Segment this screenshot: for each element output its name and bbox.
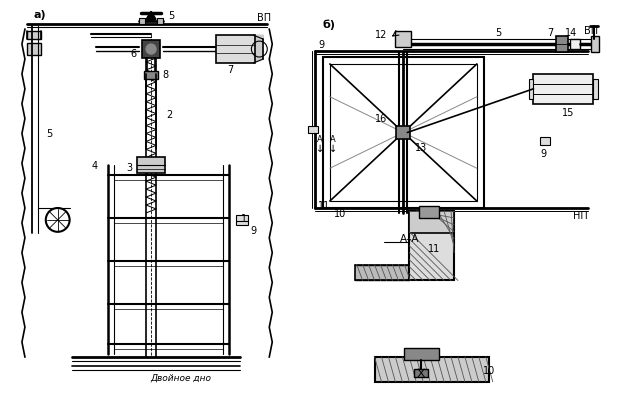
- Bar: [27, 32, 41, 40]
- Bar: [593, 80, 598, 100]
- Bar: [396, 126, 410, 140]
- Circle shape: [146, 45, 156, 55]
- Text: Двойное дно: Двойное дно: [150, 373, 211, 382]
- Text: НП: НП: [574, 211, 588, 221]
- Bar: [556, 37, 568, 53]
- Text: 5: 5: [168, 11, 174, 21]
- Text: 4: 4: [91, 161, 98, 171]
- Text: ВП: ВП: [584, 26, 598, 36]
- Text: 16: 16: [375, 113, 387, 123]
- Text: 2: 2: [166, 109, 172, 119]
- Text: А: А: [330, 135, 336, 144]
- Text: а): а): [34, 10, 46, 20]
- Text: 11: 11: [318, 201, 330, 211]
- Bar: [323, 58, 484, 209]
- Bar: [137, 158, 165, 174]
- Bar: [139, 19, 145, 25]
- Bar: [330, 65, 477, 202]
- Bar: [419, 206, 439, 218]
- Text: 6: 6: [130, 49, 136, 59]
- Text: 5: 5: [46, 129, 53, 139]
- Bar: [528, 80, 533, 100]
- Text: 9: 9: [250, 225, 256, 235]
- Bar: [157, 19, 163, 25]
- Text: 13: 13: [415, 143, 428, 153]
- Bar: [27, 44, 41, 56]
- Text: 11: 11: [428, 243, 440, 253]
- Bar: [591, 37, 599, 53]
- Text: 10: 10: [334, 209, 346, 218]
- Text: 9: 9: [540, 149, 546, 159]
- Bar: [142, 41, 160, 59]
- Bar: [540, 138, 551, 146]
- Text: 1: 1: [242, 214, 247, 223]
- Text: 7: 7: [227, 65, 234, 75]
- Bar: [355, 265, 409, 281]
- Bar: [144, 72, 158, 80]
- Bar: [414, 369, 428, 377]
- Bar: [396, 32, 412, 48]
- Text: ВП: ВП: [257, 13, 271, 23]
- Text: 7: 7: [548, 28, 554, 38]
- Bar: [409, 211, 454, 233]
- Text: ↓: ↓: [316, 144, 324, 154]
- Text: 15: 15: [562, 107, 575, 117]
- Polygon shape: [146, 12, 156, 22]
- Text: 12: 12: [375, 30, 387, 40]
- Text: А–А: А–А: [400, 233, 419, 243]
- Bar: [404, 348, 439, 360]
- Bar: [308, 126, 318, 134]
- Bar: [570, 40, 580, 50]
- Bar: [533, 75, 593, 104]
- Polygon shape: [253, 36, 263, 64]
- Text: ↓: ↓: [329, 144, 337, 154]
- Bar: [409, 211, 454, 281]
- Bar: [216, 36, 255, 64]
- Bar: [237, 216, 248, 225]
- Text: 9: 9: [318, 40, 324, 50]
- Text: 8: 8: [162, 70, 168, 80]
- Text: б): б): [323, 20, 336, 31]
- Text: 10: 10: [483, 365, 495, 375]
- Text: 3: 3: [126, 163, 132, 173]
- Text: 5: 5: [496, 28, 502, 38]
- Text: А: А: [317, 135, 323, 144]
- Text: 14: 14: [565, 28, 577, 38]
- Bar: [375, 357, 489, 382]
